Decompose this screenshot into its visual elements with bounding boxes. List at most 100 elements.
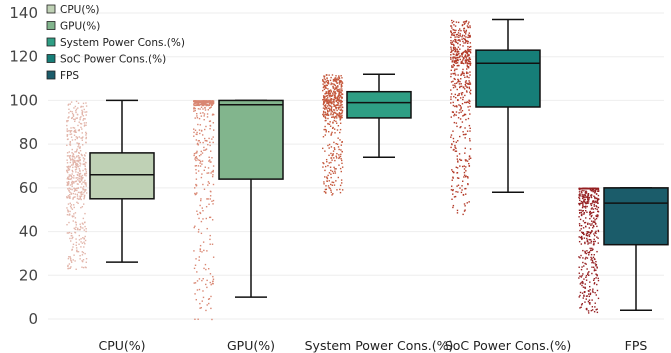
jitter-point [338, 115, 341, 117]
jitter-point [211, 138, 213, 140]
jitter-point [330, 91, 332, 93]
jitter-point [340, 113, 342, 115]
jitter-point [469, 83, 472, 85]
jitter-point [469, 157, 472, 159]
jitter-point [584, 202, 587, 204]
jitter-point [76, 189, 78, 192]
jitter-point [200, 101, 203, 104]
jitter-point [451, 27, 453, 29]
jitter-point [589, 247, 591, 250]
jitter-point [198, 101, 201, 103]
jitter-point [334, 96, 337, 99]
jitter-point [82, 163, 85, 166]
jitter-point [325, 95, 328, 97]
jitter-point [82, 119, 84, 121]
jitter-point [201, 207, 203, 209]
jitter-point [340, 75, 342, 77]
jitter-point [73, 190, 76, 192]
jitter-point [69, 144, 72, 146]
jitter-point [199, 108, 201, 110]
jitter-point [468, 60, 470, 62]
jitter-point [453, 113, 456, 116]
jitter-point [333, 101, 335, 104]
jitter-point [193, 282, 195, 284]
jitter-point [457, 53, 459, 56]
jitter-point [337, 86, 339, 88]
jitter-point [461, 109, 464, 112]
jitter-point [324, 150, 326, 152]
jitter-point [466, 51, 468, 53]
jitter-point [67, 104, 69, 106]
jitter-point [465, 60, 468, 62]
jitter-point [212, 275, 214, 278]
jitter-point [597, 242, 599, 244]
jitter-point [82, 169, 84, 172]
jitter-point [590, 194, 592, 197]
jitter-point [71, 158, 74, 160]
jitter-point [205, 217, 207, 220]
jitter-point [464, 55, 466, 57]
jitter-point [73, 187, 75, 190]
jitter-point [66, 120, 68, 122]
jitter-point [73, 215, 75, 217]
jitter-point [74, 138, 76, 141]
jitter-point [80, 195, 83, 197]
jitter-point [77, 174, 79, 176]
jitter-point [199, 132, 201, 135]
jitter-point [334, 92, 336, 94]
jitter-point [196, 100, 199, 102]
jitter-point [67, 232, 70, 234]
jitter-point [338, 83, 341, 85]
jitter-point [81, 154, 83, 157]
jitter-point [85, 230, 87, 233]
jitter-point [333, 88, 336, 91]
jitter-point [200, 150, 202, 153]
jitter-point [588, 293, 590, 295]
jitter-point [322, 114, 325, 116]
jitter-point [74, 159, 76, 162]
jitter-point [84, 188, 86, 191]
jitter-point [76, 136, 79, 139]
jitter-point [468, 87, 471, 90]
jitter-point [69, 133, 71, 136]
jitter-point [328, 95, 331, 97]
jitter-point [212, 101, 215, 103]
jitter-point [467, 65, 470, 68]
jitter-point [457, 78, 459, 81]
jitter-point [592, 200, 594, 202]
jitter-point [464, 22, 466, 25]
jitter-point [459, 48, 461, 50]
jitter-point [322, 89, 324, 92]
jitter-point [454, 72, 456, 75]
jitter-point [456, 94, 459, 97]
jitter-point [193, 100, 195, 102]
jitter-point [465, 72, 468, 75]
jitter-point [79, 195, 81, 198]
jitter-point [330, 107, 333, 109]
jitter-point [333, 184, 336, 186]
jitter-point [327, 164, 329, 167]
jitter-point [212, 280, 214, 283]
jitter-point [588, 271, 590, 273]
jitter-point [338, 75, 340, 77]
jitter-point [332, 193, 334, 195]
jitter-point [73, 213, 75, 215]
jitter-point [85, 132, 88, 135]
jitter-point [70, 207, 72, 209]
jitter-point [469, 25, 471, 27]
jitter-point [465, 36, 467, 38]
jitter-point [595, 205, 597, 207]
jitter-point [78, 158, 80, 160]
jitter-point [85, 152, 87, 154]
jitter-point [339, 155, 342, 158]
jitter-point [465, 118, 467, 121]
jitter-point [455, 57, 457, 59]
jitter-point [469, 140, 471, 142]
jitter-point [597, 237, 599, 239]
jitter-point [339, 94, 342, 97]
jitter-point [209, 141, 211, 144]
jitter-point [465, 50, 467, 53]
jitter-point [336, 117, 338, 119]
jitter-point [463, 114, 465, 117]
jitter-point [322, 99, 324, 101]
